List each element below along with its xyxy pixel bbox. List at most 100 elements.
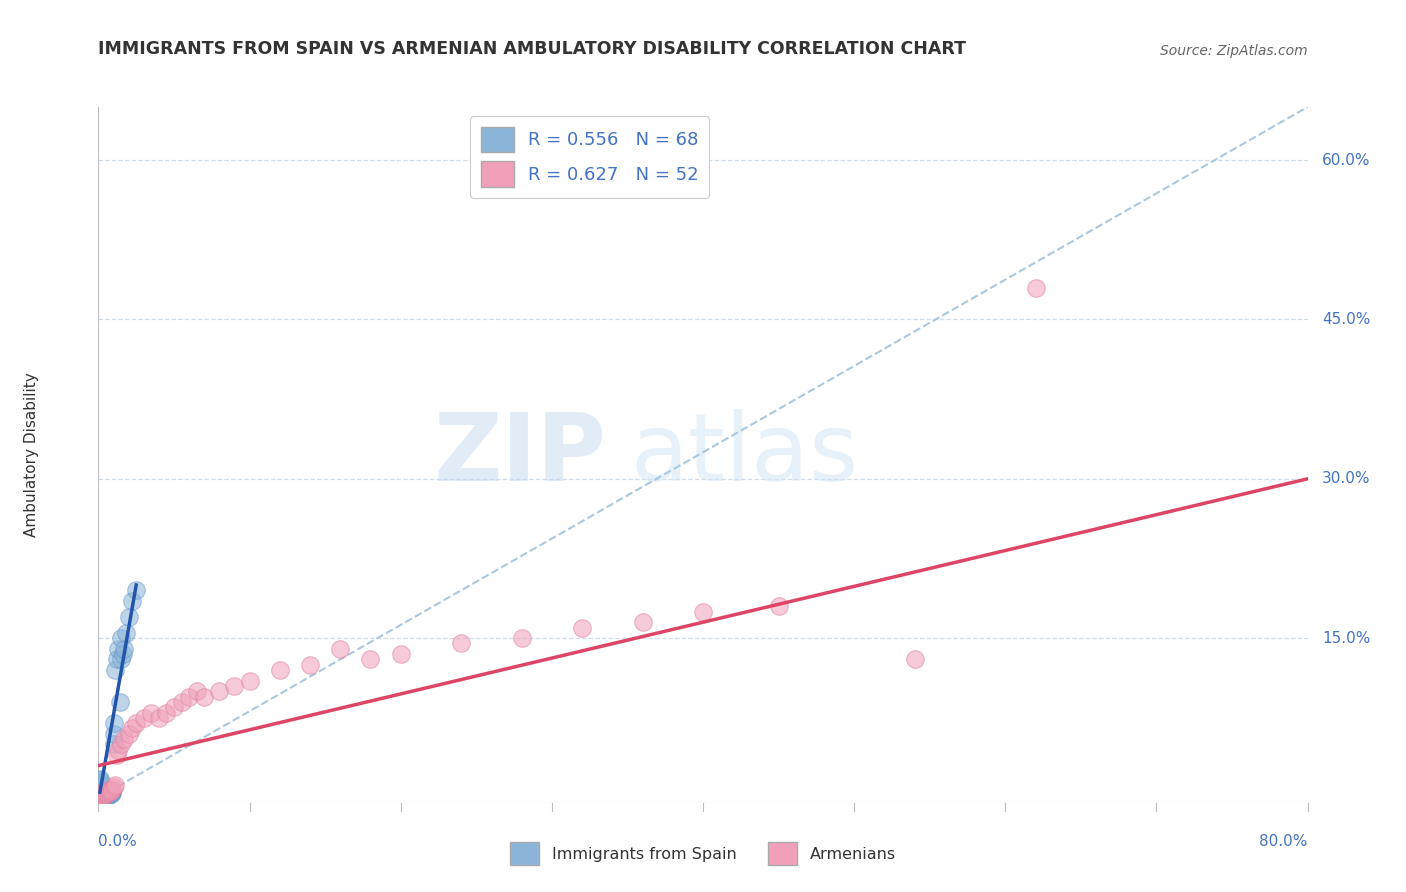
Point xyxy=(163,700,186,714)
Point xyxy=(91,787,114,801)
Point xyxy=(108,695,131,709)
Text: 15.0%: 15.0% xyxy=(1322,631,1371,646)
Point xyxy=(91,789,114,803)
Point xyxy=(94,785,117,799)
Point xyxy=(110,631,132,645)
Point xyxy=(170,695,193,709)
Point xyxy=(94,790,117,805)
Point xyxy=(193,690,215,704)
Point xyxy=(89,777,111,791)
Point xyxy=(89,783,111,797)
Point xyxy=(96,783,118,797)
Text: ZIP: ZIP xyxy=(433,409,606,501)
Point xyxy=(89,779,111,793)
Point xyxy=(89,780,111,794)
Point xyxy=(329,641,352,656)
Point xyxy=(100,784,122,798)
Point xyxy=(93,787,115,801)
Point xyxy=(224,679,246,693)
Point xyxy=(103,716,125,731)
Point xyxy=(118,610,141,624)
Point xyxy=(93,789,115,804)
Point xyxy=(90,789,112,803)
Text: 30.0%: 30.0% xyxy=(1322,471,1371,486)
Point xyxy=(299,657,322,672)
Point xyxy=(89,789,111,803)
Point xyxy=(96,785,118,799)
Point xyxy=(692,605,714,619)
Point xyxy=(112,732,135,747)
Point xyxy=(98,785,121,799)
Text: 45.0%: 45.0% xyxy=(1322,312,1371,327)
Point xyxy=(103,738,125,752)
Point xyxy=(94,785,117,799)
Point xyxy=(98,784,121,798)
Point xyxy=(360,652,382,666)
Point xyxy=(571,621,593,635)
Legend: Immigrants from Spain, Armenians: Immigrants from Spain, Armenians xyxy=(503,836,903,871)
Point xyxy=(89,774,111,789)
Text: Source: ZipAtlas.com: Source: ZipAtlas.com xyxy=(1160,44,1308,58)
Text: IMMIGRANTS FROM SPAIN VS ARMENIAN AMBULATORY DISABILITY CORRELATION CHART: IMMIGRANTS FROM SPAIN VS ARMENIAN AMBULA… xyxy=(98,40,966,58)
Point xyxy=(89,778,111,792)
Point xyxy=(89,789,111,803)
Point xyxy=(89,773,111,788)
Point xyxy=(177,690,201,704)
Point xyxy=(186,684,208,698)
Point xyxy=(94,783,117,797)
Point xyxy=(89,787,111,801)
Point xyxy=(94,786,117,800)
Point xyxy=(631,615,654,630)
Text: 0.0%: 0.0% xyxy=(98,834,138,849)
Text: 60.0%: 60.0% xyxy=(1322,153,1371,168)
Point xyxy=(93,789,115,803)
Point xyxy=(239,673,262,688)
Point xyxy=(510,631,533,645)
Point xyxy=(89,775,111,789)
Point xyxy=(89,785,111,799)
Point xyxy=(768,599,790,614)
Point xyxy=(125,716,148,731)
Point xyxy=(96,789,118,803)
Point xyxy=(100,786,122,800)
Point xyxy=(100,787,122,801)
Point xyxy=(98,789,121,803)
Point xyxy=(91,789,114,804)
Point xyxy=(96,789,118,804)
Point xyxy=(103,727,125,741)
Point xyxy=(104,778,127,792)
Point xyxy=(98,783,121,797)
Point xyxy=(100,785,122,799)
Point xyxy=(101,784,124,798)
Point xyxy=(93,786,115,800)
Point xyxy=(94,784,117,798)
Point xyxy=(105,652,128,666)
Text: 80.0%: 80.0% xyxy=(1260,834,1308,849)
Point xyxy=(94,787,117,801)
Point xyxy=(89,780,111,795)
Point xyxy=(450,636,472,650)
Point xyxy=(89,789,111,804)
Point xyxy=(101,782,124,797)
Point xyxy=(100,784,122,798)
Point xyxy=(96,786,118,800)
Text: Ambulatory Disability: Ambulatory Disability xyxy=(24,373,39,537)
Point xyxy=(96,784,118,798)
Point xyxy=(389,647,412,661)
Point xyxy=(93,789,115,803)
Point xyxy=(141,706,163,720)
Point xyxy=(98,786,121,800)
Point xyxy=(89,790,111,805)
Point xyxy=(96,786,118,800)
Point xyxy=(103,780,125,794)
Point xyxy=(111,647,134,661)
Point xyxy=(101,786,124,800)
Point xyxy=(155,706,177,720)
Point xyxy=(96,787,118,801)
Point xyxy=(93,786,115,800)
Point xyxy=(125,583,148,598)
Point xyxy=(121,722,143,736)
Point xyxy=(112,641,135,656)
Point xyxy=(89,786,111,800)
Point xyxy=(121,594,143,608)
